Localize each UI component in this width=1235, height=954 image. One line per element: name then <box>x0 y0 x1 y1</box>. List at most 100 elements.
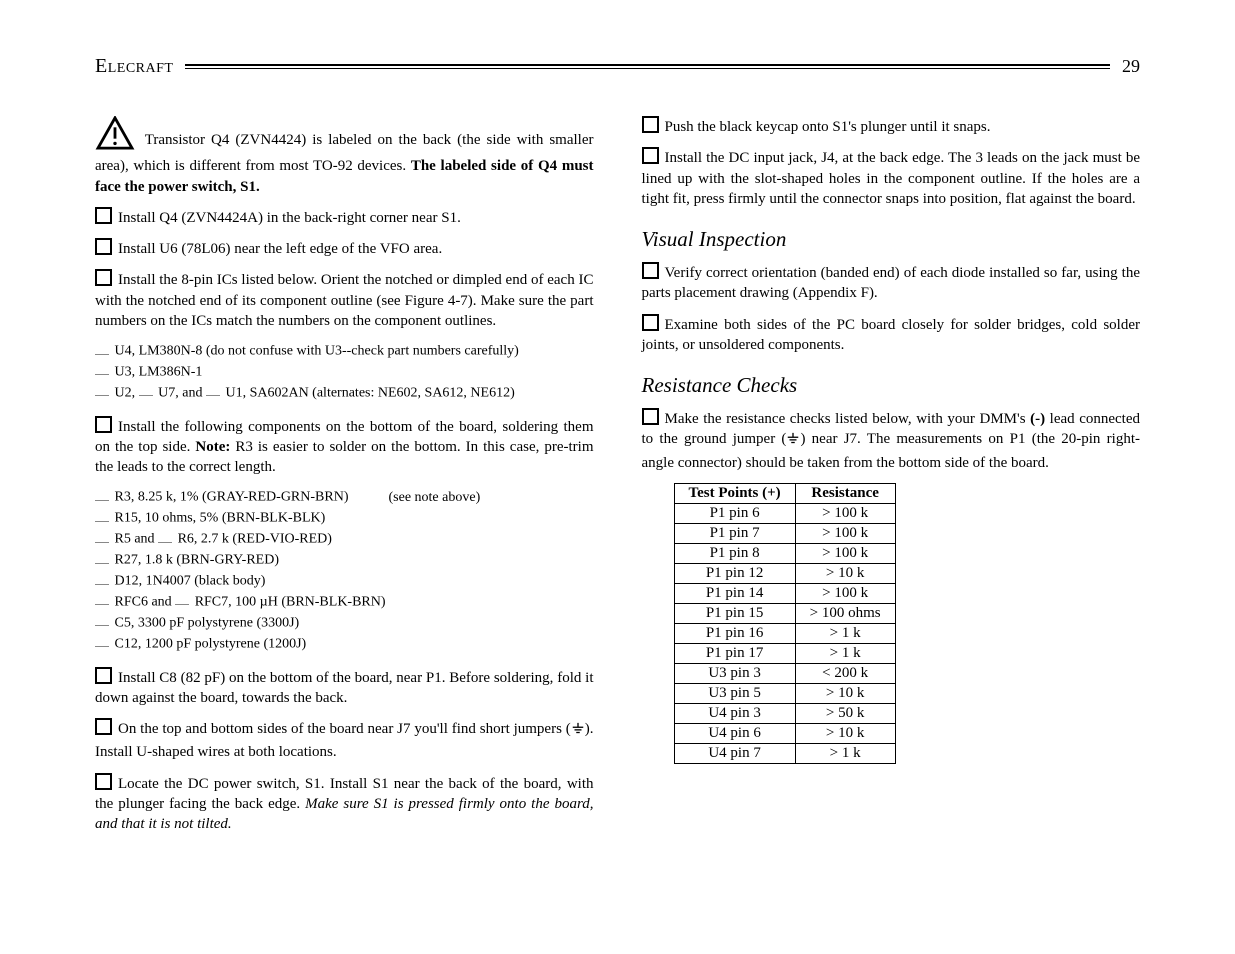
table-cell: P1 pin 17 <box>674 643 795 663</box>
note-label: Note: <box>195 439 230 455</box>
table-cell: P1 pin 15 <box>674 603 795 623</box>
step-dmm: Make the resistance checks listed below,… <box>642 408 1141 473</box>
list-item: U2, <box>115 385 136 400</box>
step-bottom: Install the following components on the … <box>95 416 594 478</box>
step-text: Install the 8-pin ICs listed below. Orie… <box>95 272 594 329</box>
table-cell: > 10 k <box>795 683 895 703</box>
table-cell: > 50 k <box>795 703 895 723</box>
table-cell: P1 pin 14 <box>674 583 795 603</box>
table-cell: > 1 k <box>795 743 895 763</box>
table-row: P1 pin 17> 1 k <box>674 643 895 663</box>
step-text: Verify correct orientation (banded end) … <box>642 265 1141 301</box>
list-item: C12, 1200 pF polystyrene (1200J) <box>115 636 307 651</box>
step-keycap: Push the black keycap onto S1's plunger … <box>642 116 1141 137</box>
checkbox-icon <box>95 718 112 735</box>
table-cell: P1 pin 8 <box>674 543 795 563</box>
checkbox-icon <box>95 667 112 684</box>
table-cell: P1 pin 7 <box>674 523 795 543</box>
section-visual-inspection: Visual Inspection <box>642 227 1141 252</box>
table-row: U4 pin 7> 1 k <box>674 743 895 763</box>
table-row: P1 pin 15> 100 ohms <box>674 603 895 623</box>
table-header: Test Points (+) <box>674 483 795 503</box>
checkbox-icon <box>95 207 112 224</box>
checkbox-icon <box>642 262 659 279</box>
list-item: C5, 3300 pF polystyrene (3300J) <box>115 615 300 630</box>
step-text: Install U6 (78L06) near the left edge of… <box>118 241 442 257</box>
table-cell: > 10 k <box>795 563 895 583</box>
list-item: U4, LM380N-8 (do not confuse with U3--ch… <box>115 344 519 359</box>
resistance-table: Test Points (+) Resistance P1 pin 6> 100… <box>674 483 896 764</box>
step-text: On the top and bottom sides of the board… <box>118 721 571 737</box>
table-cell: < 200 k <box>795 663 895 683</box>
ground-icon <box>786 432 800 452</box>
table-row: P1 pin 7> 100 k <box>674 523 895 543</box>
step-bridges: Examine both sides of the PC board close… <box>642 314 1141 356</box>
step-text: Make the resistance checks listed below,… <box>665 411 1031 427</box>
table-row: U4 pin 6> 10 k <box>674 723 895 743</box>
table-cell: > 100 k <box>795 583 895 603</box>
list-item: U3, LM386N-1 <box>115 364 203 379</box>
step-q4: Install Q4 (ZVN4424A) in the back-right … <box>95 207 594 228</box>
table-row: P1 pin 16> 1 k <box>674 623 895 643</box>
table-cell: U4 pin 7 <box>674 743 795 763</box>
table-cell: P1 pin 6 <box>674 503 795 523</box>
list-item: RFC6 and <box>115 594 172 609</box>
table-cell: > 100 k <box>795 543 895 563</box>
table-row: P1 pin 14> 100 k <box>674 583 895 603</box>
step-diode: Verify correct orientation (banded end) … <box>642 262 1141 304</box>
table-row: P1 pin 6> 100 k <box>674 503 895 523</box>
list-item: R15, 10 ohms, 5% (BRN-BLK-BLK) <box>115 511 326 526</box>
table-row: U3 pin 5> 10 k <box>674 683 895 703</box>
list-item: R27, 1.8 k (BRN-GRY-RED) <box>115 553 280 568</box>
table-cell: U3 pin 5 <box>674 683 795 703</box>
bottom-list: R3, 8.25 k, 1% (GRAY-RED-GRN-BRN) (see no… <box>95 487 594 654</box>
list-note: (see note above) <box>389 488 481 508</box>
step-text: Install the DC input jack, J4, at the ba… <box>642 150 1141 207</box>
step-c8: Install C8 (82 pF) on the bottom of the … <box>95 667 594 709</box>
left-column: Transistor Q4 (ZVN4424) is labeled on th… <box>95 116 594 844</box>
list-item: D12, 1N4007 (black body) <box>115 574 266 589</box>
table-cell: > 1 k <box>795 643 895 663</box>
list-item: R5 and <box>115 532 155 547</box>
right-column: Push the black keycap onto S1's plunger … <box>642 116 1141 844</box>
step-text: Install C8 (82 pF) on the bottom of the … <box>95 670 594 706</box>
table-cell: U4 pin 3 <box>674 703 795 723</box>
table-cell: > 1 k <box>795 623 895 643</box>
table-cell: P1 pin 12 <box>674 563 795 583</box>
step-s1: Locate the DC power switch, S1. Install … <box>95 773 594 835</box>
step-ics: Install the 8-pin ICs listed below. Orie… <box>95 269 594 331</box>
checkbox-icon <box>95 773 112 790</box>
page-header: Elecraft 29 <box>95 55 1140 78</box>
warning-paragraph: Transistor Q4 (ZVN4424) is labeled on th… <box>95 116 594 197</box>
table-row: U3 pin 3< 200 k <box>674 663 895 683</box>
list-item: U1, SA602AN (alternates: NE602, SA612, N… <box>225 385 514 400</box>
step-text: Install Q4 (ZVN4424A) in the back-right … <box>118 210 461 226</box>
checkbox-icon <box>642 314 659 331</box>
checkbox-icon <box>95 416 112 433</box>
step-j7: On the top and bottom sides of the board… <box>95 718 594 763</box>
checkbox-icon <box>95 238 112 255</box>
list-item: R6, 2.7 k (RED-VIO-RED) <box>178 532 332 547</box>
table-cell: P1 pin 16 <box>674 623 795 643</box>
header-rule <box>185 64 1110 70</box>
section-resistance-checks: Resistance Checks <box>642 373 1141 398</box>
table-cell: > 100 k <box>795 503 895 523</box>
table-header: Resistance <box>795 483 895 503</box>
step-text: Push the black keycap onto S1's plunger … <box>665 119 991 135</box>
table-cell: > 10 k <box>795 723 895 743</box>
step-text: Examine both sides of the PC board close… <box>642 317 1141 353</box>
list-item: RFC7, 100 µH (BRN-BLK-BRN) <box>195 594 386 609</box>
list-item: R3, 8.25 k, 1% (GRAY-RED-GRN-BRN) <box>115 490 349 505</box>
page-number: 29 <box>1122 56 1140 77</box>
checkbox-icon <box>642 116 659 133</box>
checkbox-icon <box>95 269 112 286</box>
ground-icon <box>571 722 585 742</box>
checkbox-icon <box>642 408 659 425</box>
checkbox-icon <box>642 147 659 164</box>
table-row: U4 pin 3> 50 k <box>674 703 895 723</box>
list-item: U7, and <box>158 385 202 400</box>
step-j4: Install the DC input jack, J4, at the ba… <box>642 147 1141 209</box>
table-row: P1 pin 12> 10 k <box>674 563 895 583</box>
neg-symbol: (-) <box>1030 411 1045 427</box>
table-row: P1 pin 8> 100 k <box>674 543 895 563</box>
